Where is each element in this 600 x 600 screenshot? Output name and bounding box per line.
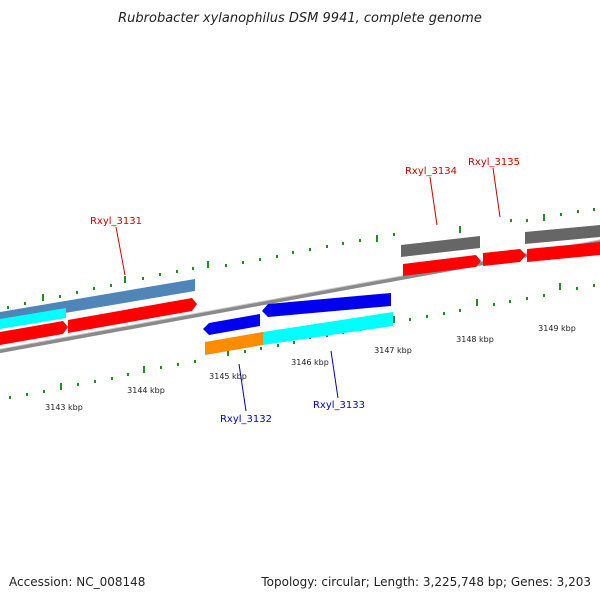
label-rxyl-3135: Rxyl_3135	[468, 157, 520, 168]
kbp-label: 3146 kbp	[291, 358, 329, 367]
kbp-labels: 3143 kbp 3144 kbp 3145 kbp 3146 kbp 3147…	[45, 324, 576, 412]
genome-stats-text: Topology: circular; Length: 3,225,748 bp…	[260, 575, 591, 589]
kbp-label: 3148 kbp	[456, 335, 494, 344]
leader-rxyl-3134	[429, 176, 438, 226]
map-title: Rubrobacter xylanophilus DSM 9941, compl…	[118, 11, 482, 26]
gene-red-left[interactable]	[0, 321, 68, 345]
gene-rxyl-3133[interactable]	[263, 312, 393, 345]
outer-tick-row	[7, 208, 595, 309]
gene-gray-right[interactable]	[525, 225, 600, 244]
leader-rxyl-3131	[115, 226, 126, 276]
kbp-label: 3145 kbp	[209, 372, 247, 381]
label-rxyl-3133: Rxyl_3133	[313, 400, 365, 411]
kbp-label: 3149 kbp	[538, 324, 576, 333]
gene-red-3134[interactable]	[403, 255, 481, 276]
gene-blue-small[interactable]	[203, 314, 260, 335]
gene-rxyl-3131[interactable]	[68, 298, 197, 333]
label-rxyl-3132: Rxyl_3132	[220, 414, 272, 425]
gene-blue-large[interactable]	[262, 293, 391, 317]
gene-rxyl-3132[interactable]	[205, 332, 263, 355]
kbp-label: 3143 kbp	[45, 403, 83, 412]
gene-rxyl-3134[interactable]	[401, 236, 480, 257]
leader-rxyl-3132	[238, 363, 247, 412]
kbp-label: 3144 kbp	[127, 386, 165, 395]
label-rxyl-3134: Rxyl_3134	[405, 166, 457, 177]
gene-rxyl-3135[interactable]	[483, 249, 526, 266]
kbp-label: 3147 kbp	[374, 346, 412, 355]
gene-cyan-left[interactable]	[0, 308, 66, 329]
leader-rxyl-3135	[492, 167, 501, 218]
label-rxyl-3131: Rxyl_3131	[90, 216, 142, 227]
leader-rxyl-3133	[330, 350, 339, 399]
accession-text: Accession: NC_008148	[9, 575, 145, 589]
gene-red-right[interactable]	[527, 242, 600, 262]
